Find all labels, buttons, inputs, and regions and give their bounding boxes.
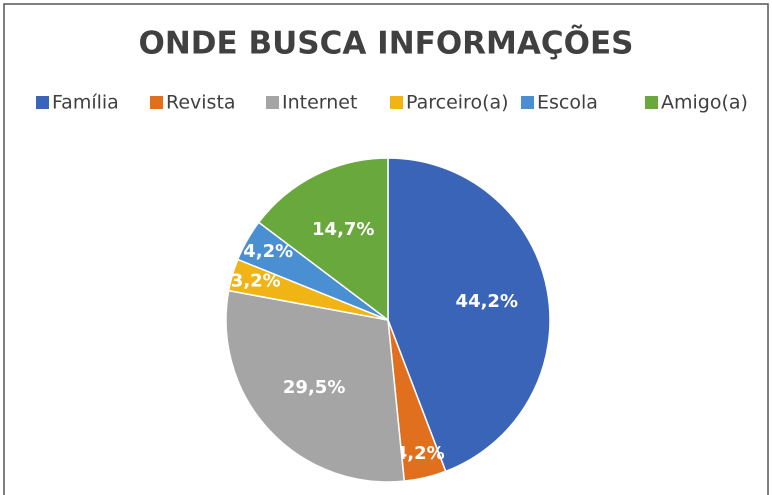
legend-swatch (521, 96, 534, 109)
legend-label: Família (52, 92, 119, 114)
data-label: 14,7% (312, 219, 374, 240)
data-label: 3,2% (231, 271, 281, 292)
data-label: 4,2% (395, 443, 445, 464)
legend-swatch (645, 96, 658, 109)
legend-swatch (390, 96, 403, 109)
legend-label: Amigo(a) (661, 92, 748, 114)
legend-label: Escola (537, 92, 598, 114)
legend-swatch (150, 96, 163, 109)
data-label: 4,2% (243, 241, 293, 262)
pie-slice (257, 157, 389, 322)
legend-swatch (36, 96, 49, 109)
legend-label: Parceiro(a) (406, 92, 509, 114)
chart-title: ONDE BUSCA INFORMAÇÕES (139, 25, 634, 62)
legend-label: Revista (166, 92, 236, 114)
pie-slice (387, 157, 551, 473)
pie-slice (225, 289, 406, 483)
data-label: 44,2% (456, 291, 518, 312)
legend-swatch (266, 96, 279, 109)
data-label: 29,5% (283, 377, 345, 398)
legend-label: Internet (282, 92, 357, 114)
